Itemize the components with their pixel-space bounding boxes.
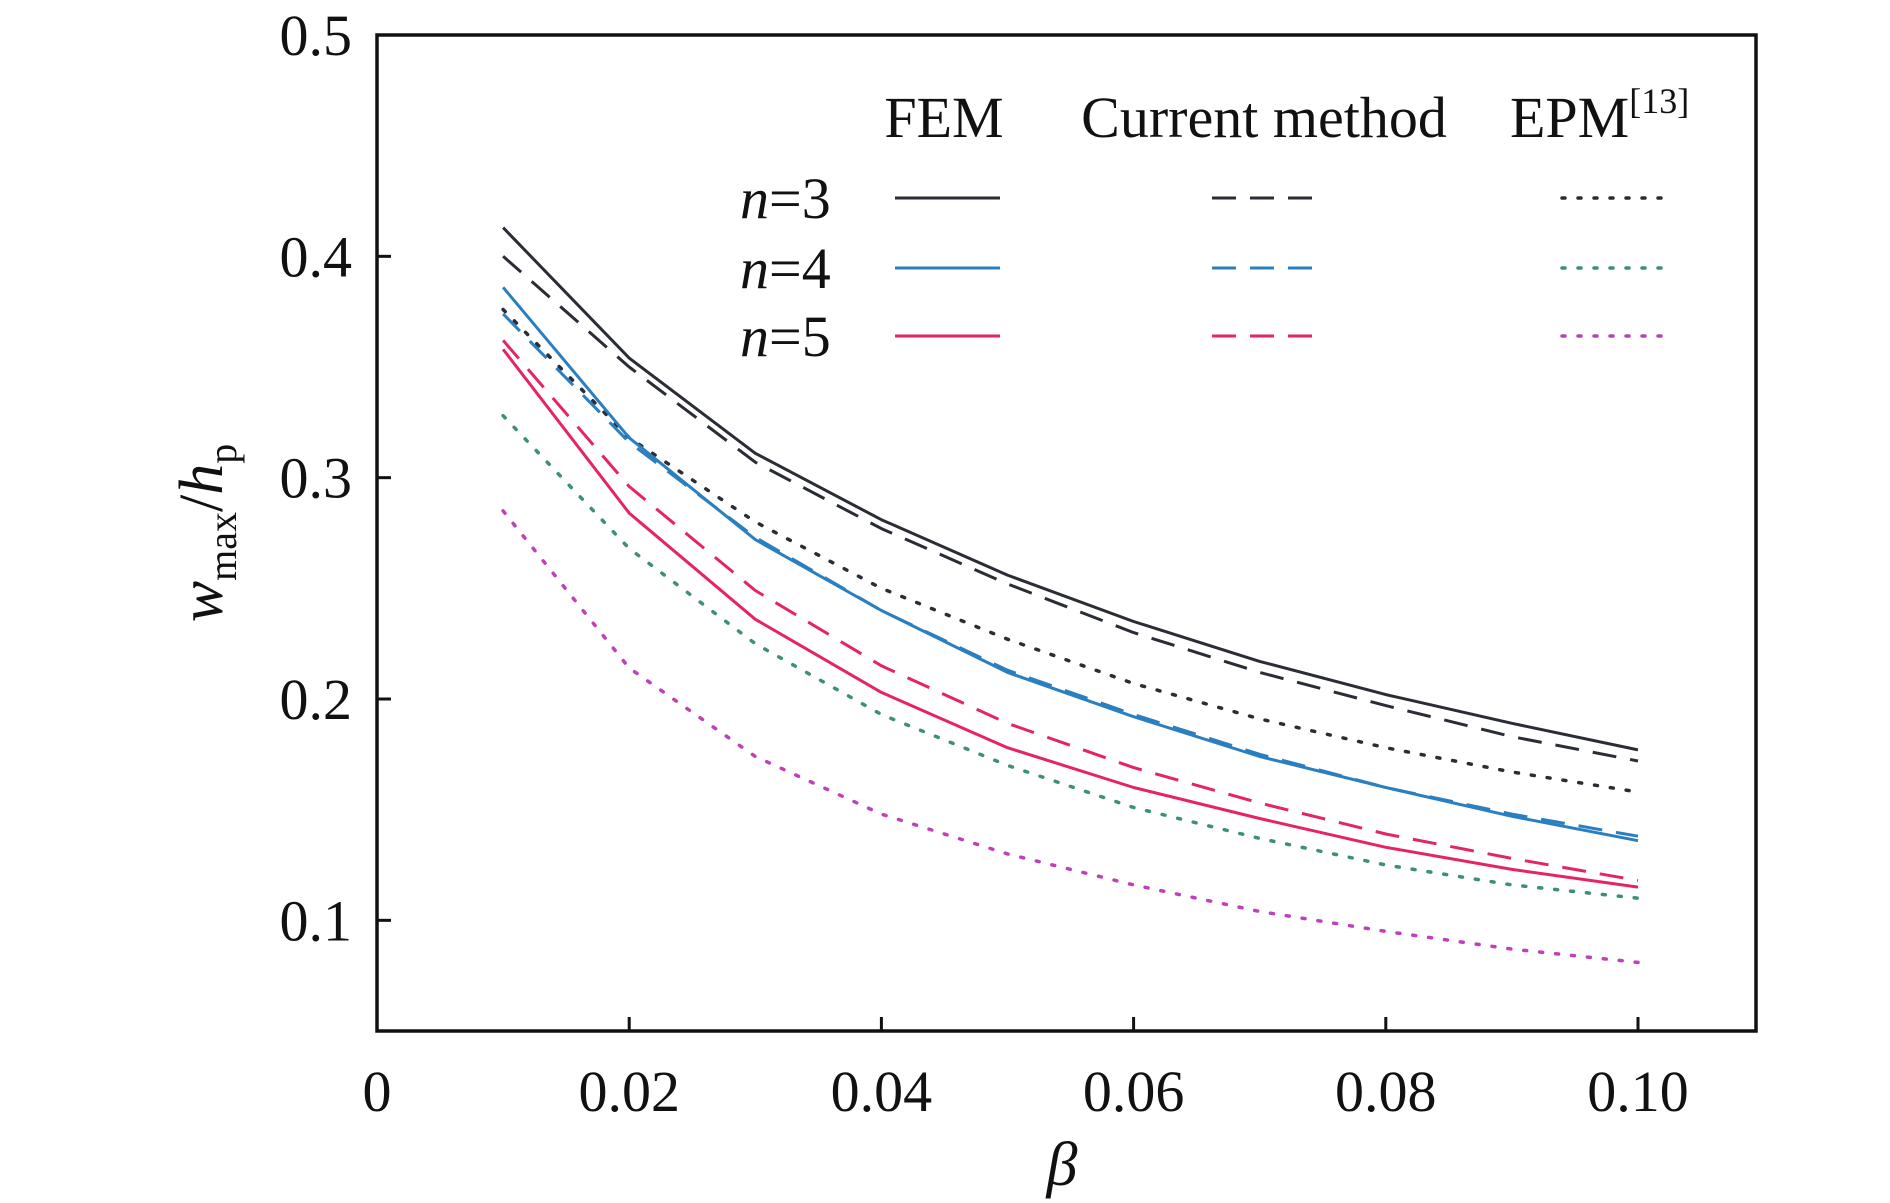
y-axis-title-sub1: max	[200, 512, 245, 581]
legend-row-eq: =5	[769, 304, 831, 369]
legend-header-epm-sup: [13]	[1629, 81, 1689, 121]
x-tick-label: 0	[363, 1059, 392, 1124]
legend-header-epm: EPM[13]	[1510, 81, 1689, 150]
y-tick-label: 0.1	[280, 888, 353, 953]
legend-row-label-n3: n=3	[740, 166, 831, 231]
y-axis-title: wmax/hp	[168, 444, 245, 622]
y-axis-ticks: 0.1 0.2 0.3 0.4 0.5	[280, 3, 391, 953]
legend-row-label-n5: n=5	[740, 304, 831, 369]
legend-row-eq: =4	[769, 236, 831, 301]
series-n3-current-method	[502, 255, 1639, 763]
x-tick-label: 0.02	[578, 1059, 680, 1124]
x-tick-label: 0.08	[1335, 1059, 1437, 1124]
y-tick-label: 0.5	[280, 3, 353, 68]
legend-row-var: n	[740, 166, 769, 231]
y-tick-label: 0.3	[280, 446, 353, 511]
series-layer	[501, 226, 1640, 965]
y-axis-title-main: w	[168, 581, 236, 622]
series-n3-fem	[502, 226, 1639, 752]
y-axis-title-main2: h	[168, 464, 236, 495]
series-n5-fem	[501, 348, 1639, 889]
y-axis-title-sub2: p	[200, 444, 245, 464]
x-tick-label: 0.04	[831, 1059, 933, 1124]
series-n3-epm	[501, 307, 1640, 794]
x-tick-label: 0.06	[1083, 1059, 1185, 1124]
x-axis-title: β	[1046, 1131, 1078, 1199]
x-axis-ticks: 0 0.02 0.04 0.06 0.08 0.10	[363, 1017, 1689, 1124]
series-n5-current-method	[501, 339, 1639, 882]
series-n4-epm	[501, 413, 1640, 900]
legend: FEM Current method EPM[13] n=3n=4n=5	[740, 81, 1689, 369]
legend-row-eq: =3	[769, 166, 831, 231]
legend-row-label-n4: n=4	[740, 236, 831, 301]
legend-header-fem: FEM	[884, 85, 1003, 150]
series-n5-epm	[501, 509, 1640, 965]
plot-frame	[375, 33, 1758, 1033]
x-tick-label: 0.10	[1587, 1059, 1689, 1124]
y-tick-label: 0.4	[280, 224, 353, 289]
legend-row-var: n	[740, 236, 769, 301]
legend-rows: n=3n=4n=5	[740, 166, 1674, 369]
legend-row-var: n	[740, 304, 769, 369]
series-n4-fem	[501, 286, 1639, 843]
legend-header-current: Current method	[1081, 85, 1447, 150]
legend-header-epm-label: EPM	[1510, 85, 1629, 150]
y-tick-label: 0.2	[280, 667, 353, 732]
y-axis-title-sep: /	[168, 494, 236, 512]
